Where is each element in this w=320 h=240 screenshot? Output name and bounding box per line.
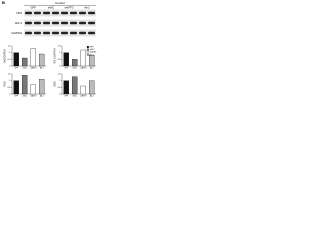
blot-band xyxy=(25,11,32,15)
blot-band xyxy=(61,21,68,25)
x-tick-label: shNC xyxy=(73,67,78,69)
y-tick-label: 0 xyxy=(59,66,61,68)
blot-band xyxy=(70,31,77,35)
lane-label: shNC xyxy=(48,6,55,10)
y-tick-label: 0 xyxy=(59,94,61,96)
bar xyxy=(89,80,95,95)
bar xyxy=(80,49,86,67)
row-label: Nrf2 xyxy=(16,11,22,15)
lane-label: Ab-1 xyxy=(84,6,90,10)
blot-strip xyxy=(24,19,96,27)
y-tick-label: 0.5 xyxy=(7,59,11,61)
y-tick-label: 0.5 xyxy=(7,87,11,89)
x-tick-label: Ab-1 xyxy=(40,66,44,69)
x-tick-label: shATF3 xyxy=(30,94,36,97)
blot-band xyxy=(34,11,41,15)
blot-band xyxy=(34,21,41,25)
y-axis-label: Nrf2/GAPDH xyxy=(4,49,7,63)
x-tick-label: shNC xyxy=(23,67,28,69)
lane-label: shATF3 xyxy=(65,6,74,10)
bar xyxy=(72,76,78,95)
y-tick-label: 0.5 xyxy=(57,59,61,61)
blot-header: Control xyxy=(55,1,65,5)
legend-swatch xyxy=(86,48,89,51)
bar xyxy=(72,59,78,67)
blot-band xyxy=(61,31,68,35)
bar xyxy=(13,52,19,67)
panel-label: B xyxy=(2,0,5,5)
x-tick-label: shATF3 xyxy=(80,66,86,69)
blot-strip xyxy=(24,9,96,17)
row-label: GAPDH xyxy=(11,31,22,35)
x-tick-label: shNC xyxy=(73,95,78,97)
blot-band xyxy=(79,31,86,35)
y-tick-label: 1 xyxy=(59,52,61,54)
blot-band xyxy=(43,11,50,15)
blot-band xyxy=(70,11,77,15)
figure: B Control GFP shNC shATF3 Ab-1Nrf2HO-1GAPDH… xyxy=(2,0,97,97)
blot-band xyxy=(79,11,86,15)
x-tick-label: GFP xyxy=(14,95,18,97)
legend-label: GFP xyxy=(89,47,94,49)
bar xyxy=(89,55,95,67)
x-tick-label: shATF3 xyxy=(80,94,86,97)
blot-band xyxy=(43,31,50,35)
bar xyxy=(22,75,28,95)
x-tick-label: shATF3 xyxy=(30,66,36,69)
bar xyxy=(63,80,69,95)
blot-band xyxy=(52,21,59,25)
blot-band xyxy=(52,31,59,35)
x-tick-label: Ab-1 xyxy=(90,66,94,69)
blot-band xyxy=(34,31,41,35)
y-tick-label: 1.5 xyxy=(57,74,61,76)
legend-label: Ab-1 xyxy=(89,53,94,56)
y-axis-label: ROS xyxy=(4,81,7,87)
y-tick-label: 0 xyxy=(9,94,11,96)
blot-band xyxy=(88,21,95,25)
y-tick-label: 1.5 xyxy=(7,74,11,76)
x-tick-label: Ab-1 xyxy=(90,94,94,97)
bar xyxy=(80,85,86,95)
bar xyxy=(63,52,69,67)
blot-band xyxy=(25,21,32,25)
bar xyxy=(39,79,45,95)
blot-band xyxy=(61,11,68,15)
blot-band xyxy=(79,21,86,25)
blot-band xyxy=(88,11,95,15)
x-tick-label: GFP xyxy=(64,95,68,97)
bar xyxy=(30,48,36,67)
legend-label: shATF3 xyxy=(89,51,97,54)
bar xyxy=(13,80,19,95)
blot-band xyxy=(88,31,95,35)
blot-band xyxy=(25,31,32,35)
y-tick-label: 1.5 xyxy=(7,46,11,48)
bar xyxy=(39,53,45,67)
x-tick-label: GFP xyxy=(64,67,68,69)
lane-label: GFP xyxy=(30,6,36,10)
bar xyxy=(30,84,36,95)
legend-swatch xyxy=(86,53,89,56)
y-tick-label: 0 xyxy=(9,66,11,68)
x-tick-label: shNC xyxy=(23,95,28,97)
legend-swatch xyxy=(86,51,89,54)
y-axis-label: HO-1/GAPDH xyxy=(54,48,57,63)
legend-label: shNC xyxy=(89,49,95,51)
blot-band xyxy=(70,21,77,25)
y-tick-label: 1 xyxy=(9,80,11,82)
y-tick-label: 1 xyxy=(59,80,61,82)
y-tick-label: 0.5 xyxy=(57,87,61,89)
legend-swatch xyxy=(86,45,89,48)
y-axis-label: MDA xyxy=(54,81,57,87)
y-tick-label: 1.5 xyxy=(57,46,61,48)
blot-band xyxy=(43,21,50,25)
blot-band xyxy=(52,11,59,15)
row-label: HO-1 xyxy=(15,21,22,25)
y-tick-label: 1 xyxy=(9,52,11,54)
blot-strip xyxy=(24,29,96,37)
x-tick-label: Ab-1 xyxy=(40,94,44,97)
bar xyxy=(22,57,28,67)
x-tick-label: GFP xyxy=(14,67,18,69)
